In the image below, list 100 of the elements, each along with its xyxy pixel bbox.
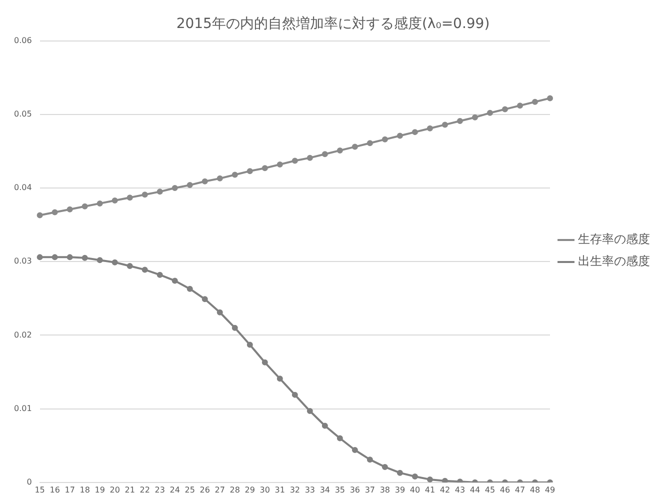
x-tick-label: 31 xyxy=(274,485,285,494)
point xyxy=(186,182,193,188)
point xyxy=(52,254,58,260)
point xyxy=(382,464,388,470)
point xyxy=(322,151,328,158)
y-tick-label: 0.06 xyxy=(14,36,32,45)
point xyxy=(336,435,343,442)
point xyxy=(52,209,58,216)
point xyxy=(276,161,283,168)
point xyxy=(112,259,118,266)
x-tick-label: 18 xyxy=(80,485,90,494)
point xyxy=(126,263,133,270)
x-tick-label: 37 xyxy=(364,485,376,494)
y-tick-label: 0.04 xyxy=(14,183,32,192)
point xyxy=(142,192,148,198)
point xyxy=(82,203,88,210)
point xyxy=(502,106,508,112)
point xyxy=(232,172,238,178)
point xyxy=(112,198,118,204)
x-tick-label: 26 xyxy=(200,485,210,494)
x-tick-label: 19 xyxy=(94,485,105,494)
point xyxy=(232,324,238,331)
x-tick-label: 47 xyxy=(514,485,526,494)
point xyxy=(306,408,313,414)
x-tick-label: 25 xyxy=(184,485,195,494)
point xyxy=(442,478,448,482)
point xyxy=(66,254,73,260)
y-tick-label: 0.05 xyxy=(14,109,32,118)
x-tick-label: 46 xyxy=(500,485,510,494)
point xyxy=(172,185,178,191)
point xyxy=(442,122,448,128)
x-tick-label: 44 xyxy=(470,485,480,494)
x-tick-label: 33 xyxy=(304,485,316,494)
legend-label: 出生率の感度 xyxy=(578,254,650,268)
point xyxy=(336,147,343,154)
point xyxy=(352,144,358,150)
point xyxy=(412,474,418,480)
x-tick-label: 27 xyxy=(214,485,225,494)
point xyxy=(262,359,268,366)
point xyxy=(156,272,163,278)
x-tick-label: 22 xyxy=(140,485,150,494)
x-tick-label: 24 xyxy=(170,485,180,494)
legend-label: 生存率の感度 xyxy=(578,232,650,246)
point xyxy=(547,95,553,102)
y-tick-label: 0.02 xyxy=(14,330,32,340)
point xyxy=(202,178,208,184)
x-tick-label: 15 xyxy=(34,485,45,494)
point xyxy=(396,470,403,476)
point xyxy=(186,286,193,292)
point xyxy=(396,132,403,139)
point xyxy=(276,376,283,382)
x-tick-label: 29 xyxy=(244,485,255,494)
y-tick-label: 0 xyxy=(26,477,32,486)
x-tick-label: 42 xyxy=(440,485,450,494)
point xyxy=(36,212,43,218)
chart-title: 2015年の内的自然増加率に対する感度(λ₀=0.99) xyxy=(176,15,490,32)
point xyxy=(246,342,253,348)
point xyxy=(532,98,538,105)
x-tick-label: 49 xyxy=(544,485,556,494)
x-tick-label: 40 xyxy=(410,485,420,494)
x-tick-label: 48 xyxy=(530,485,540,494)
point xyxy=(216,309,223,316)
point xyxy=(202,296,208,302)
point xyxy=(156,188,163,195)
point xyxy=(292,392,298,398)
point xyxy=(382,136,388,142)
x-tick-label: 30 xyxy=(260,485,270,494)
point xyxy=(82,254,88,261)
point xyxy=(142,266,148,273)
point xyxy=(96,257,103,264)
point xyxy=(352,447,358,454)
point xyxy=(172,278,178,284)
point xyxy=(426,476,433,482)
point xyxy=(246,168,253,174)
point xyxy=(216,175,223,182)
point xyxy=(36,254,43,260)
point xyxy=(456,118,463,124)
y-tick-label: 0.03 xyxy=(14,256,32,266)
x-tick-label: 36 xyxy=(350,485,360,494)
point xyxy=(96,200,103,206)
point xyxy=(262,165,268,172)
point xyxy=(412,129,418,136)
point xyxy=(472,114,478,120)
x-tick-label: 41 xyxy=(424,485,436,494)
point xyxy=(306,154,313,161)
point xyxy=(66,206,73,212)
x-tick-label: 34 xyxy=(320,485,330,494)
x-tick-label: 28 xyxy=(230,485,240,494)
x-tick-label: 16 xyxy=(50,485,60,494)
x-tick-label: 43 xyxy=(454,485,466,494)
y-tick-label: 0.01 xyxy=(14,404,32,413)
point xyxy=(322,422,328,429)
x-tick-label: 45 xyxy=(484,485,496,494)
x-tick-label: 38 xyxy=(380,485,390,494)
point xyxy=(292,158,298,164)
x-tick-label: 35 xyxy=(334,485,346,494)
x-tick-label: 17 xyxy=(64,485,75,494)
x-tick-label: 23 xyxy=(154,485,165,494)
x-tick-label: 32 xyxy=(290,485,300,494)
point xyxy=(426,125,433,132)
